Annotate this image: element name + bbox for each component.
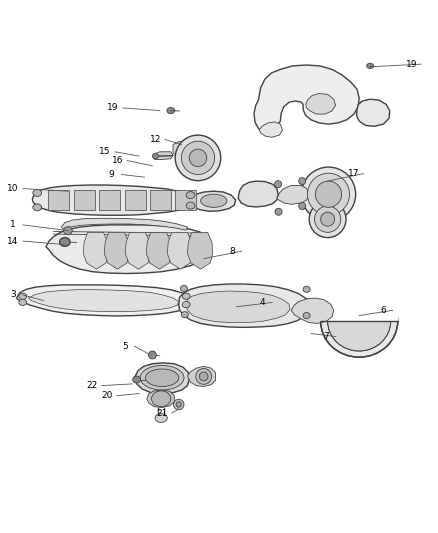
Polygon shape [61, 219, 187, 230]
Ellipse shape [175, 135, 221, 181]
Polygon shape [173, 140, 207, 157]
Text: 19: 19 [107, 103, 119, 112]
Text: 12: 12 [150, 135, 161, 144]
Ellipse shape [60, 238, 70, 246]
Text: 15: 15 [99, 147, 111, 156]
Text: 4: 4 [260, 298, 265, 307]
Polygon shape [150, 190, 171, 211]
Polygon shape [17, 285, 192, 316]
Ellipse shape [182, 302, 190, 308]
Ellipse shape [181, 312, 188, 318]
Ellipse shape [19, 300, 27, 305]
Ellipse shape [140, 366, 184, 390]
Ellipse shape [148, 351, 156, 359]
Polygon shape [254, 65, 359, 132]
Ellipse shape [173, 399, 184, 410]
Polygon shape [306, 93, 336, 114]
Ellipse shape [167, 108, 175, 114]
Polygon shape [46, 225, 211, 273]
Ellipse shape [64, 227, 72, 235]
Text: 14: 14 [7, 237, 19, 246]
Ellipse shape [321, 212, 335, 226]
Ellipse shape [303, 286, 310, 292]
Ellipse shape [33, 189, 42, 197]
Polygon shape [83, 232, 109, 269]
Text: 8: 8 [229, 247, 235, 256]
Text: 7: 7 [323, 332, 329, 341]
Ellipse shape [19, 293, 27, 300]
Polygon shape [191, 191, 236, 211]
Polygon shape [167, 232, 193, 269]
Ellipse shape [303, 312, 310, 319]
Polygon shape [28, 290, 179, 312]
Polygon shape [135, 363, 189, 393]
Text: 22: 22 [86, 381, 98, 390]
Ellipse shape [321, 285, 398, 357]
Ellipse shape [307, 173, 350, 215]
Polygon shape [277, 185, 309, 204]
Ellipse shape [181, 141, 215, 174]
Ellipse shape [328, 292, 391, 351]
Polygon shape [48, 190, 69, 211]
Polygon shape [125, 232, 151, 269]
Ellipse shape [180, 285, 187, 292]
Ellipse shape [309, 201, 346, 238]
Polygon shape [153, 152, 173, 159]
Text: 16: 16 [112, 156, 123, 165]
Ellipse shape [152, 154, 159, 159]
Ellipse shape [182, 293, 190, 300]
Polygon shape [32, 185, 194, 215]
Ellipse shape [299, 177, 306, 184]
Text: 19: 19 [406, 60, 417, 69]
Polygon shape [357, 99, 390, 126]
Polygon shape [259, 122, 283, 138]
Ellipse shape [186, 191, 195, 199]
Text: 17: 17 [348, 169, 360, 178]
Ellipse shape [314, 206, 341, 232]
Ellipse shape [199, 372, 208, 381]
Polygon shape [291, 298, 334, 324]
Ellipse shape [133, 376, 141, 383]
Polygon shape [147, 390, 174, 408]
Ellipse shape [33, 204, 42, 211]
Text: 5: 5 [122, 342, 128, 351]
Ellipse shape [186, 202, 195, 209]
Ellipse shape [275, 208, 282, 215]
Polygon shape [186, 291, 290, 322]
Polygon shape [175, 190, 196, 211]
Polygon shape [187, 366, 215, 386]
Polygon shape [187, 232, 213, 269]
Ellipse shape [201, 194, 227, 207]
Ellipse shape [367, 63, 374, 69]
Text: 21: 21 [156, 409, 168, 418]
Polygon shape [125, 190, 146, 211]
Ellipse shape [152, 391, 171, 407]
Text: 1: 1 [10, 220, 16, 229]
Polygon shape [104, 232, 130, 269]
Ellipse shape [315, 181, 342, 207]
Ellipse shape [145, 369, 179, 386]
Text: 6: 6 [380, 306, 386, 315]
Polygon shape [321, 284, 398, 321]
Polygon shape [99, 190, 120, 211]
Text: 10: 10 [7, 184, 19, 193]
Polygon shape [238, 181, 278, 207]
Text: 9: 9 [109, 170, 115, 179]
Ellipse shape [189, 149, 207, 167]
Ellipse shape [275, 181, 282, 188]
Ellipse shape [301, 167, 356, 221]
Ellipse shape [299, 203, 306, 209]
Ellipse shape [196, 368, 212, 384]
Polygon shape [146, 232, 172, 269]
Polygon shape [74, 190, 95, 211]
Text: 3: 3 [10, 290, 16, 300]
Ellipse shape [155, 414, 167, 423]
Ellipse shape [176, 402, 181, 407]
Polygon shape [179, 284, 310, 327]
Text: 20: 20 [102, 391, 113, 400]
